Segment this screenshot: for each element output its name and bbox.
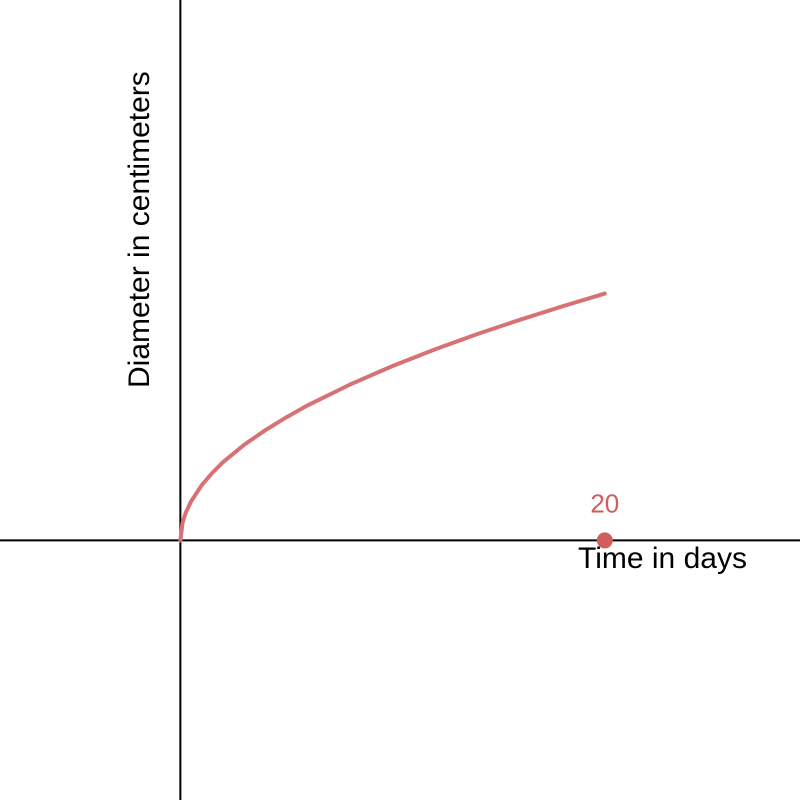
y-axis-label: Diameter in centimeters [123, 71, 156, 388]
points-layer: 20 [590, 488, 619, 549]
diameter-curve [178, 291, 607, 543]
point-label: 20 [590, 488, 619, 518]
x-axis-label: Time in days [578, 542, 747, 575]
point-marker [596, 532, 613, 549]
